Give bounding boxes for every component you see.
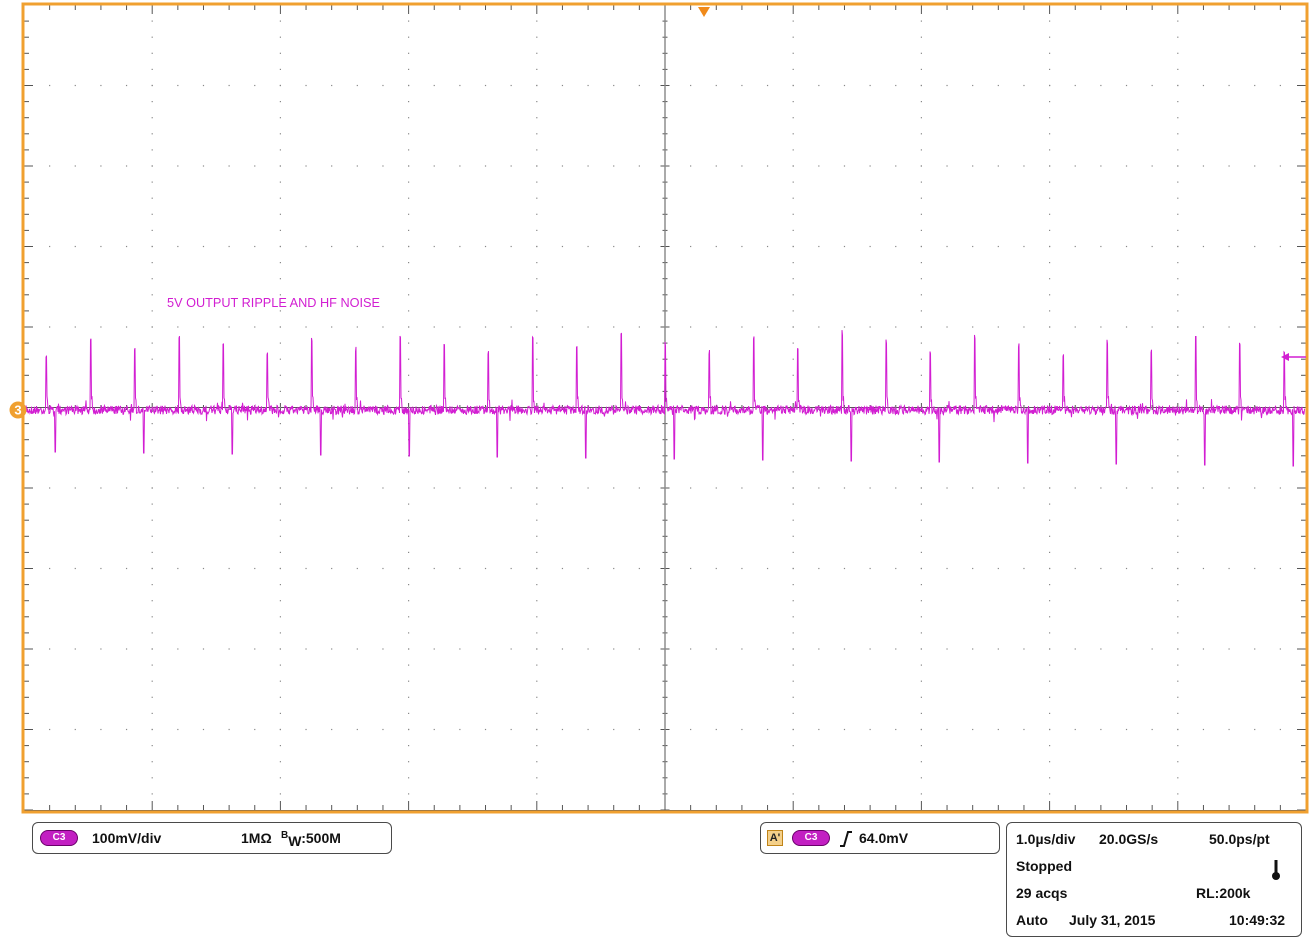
rising-edge-icon [840, 831, 852, 847]
capture-date: July 31, 2015 [1069, 912, 1156, 928]
time-resolution: 50.0ps/pt [1209, 831, 1270, 847]
bandwidth-limit: BW:500M [281, 830, 341, 849]
channel-3-ground-marker[interactable]: 3 [9, 401, 27, 419]
thermometer-icon [1272, 860, 1280, 880]
trigger-position-marker[interactable] [698, 7, 710, 17]
trigger-settings-panel[interactable]: A' C3 64.0mV [760, 822, 1000, 854]
time-per-division: 1.0µs/div [1016, 831, 1076, 847]
vertical-scale: 100mV/div [92, 830, 162, 846]
trigger-mode: Auto [1016, 912, 1048, 928]
trigger-level: 64.0mV [859, 830, 909, 846]
acquisition-panel[interactable]: 1.0µs/div 20.0GS/s 50.0ps/pt Stopped 29 … [1006, 822, 1302, 937]
sample-rate: 20.0GS/s [1099, 831, 1159, 847]
channel-3-waveform [25, 330, 1306, 467]
acquisition-state: Stopped [1016, 858, 1072, 874]
capture-time: 10:49:32 [1229, 912, 1286, 928]
trigger-source-box[interactable]: A' [767, 830, 783, 846]
trigger-channel-badge[interactable]: C3 [792, 830, 830, 846]
trigger-level-arrow[interactable] [1281, 353, 1306, 361]
bandwidth-prefix: B [281, 830, 289, 841]
bandwidth-subscript: W [288, 833, 302, 849]
bandwidth-value: :500M [301, 830, 341, 846]
channel-3-badge[interactable]: C3 [40, 830, 78, 846]
record-length: RL:200k [1196, 885, 1251, 901]
acquisition-count: 29 acqs [1016, 885, 1068, 901]
input-impedance: 1MΩ [241, 830, 272, 846]
vertical-settings-panel[interactable]: C3 100mV/div 1MΩ BW:500M [32, 822, 392, 854]
waveform-annotation: 5V OUTPUT RIPPLE AND HF NOISE [167, 295, 380, 310]
channel-marker-label: 3 [14, 403, 21, 418]
